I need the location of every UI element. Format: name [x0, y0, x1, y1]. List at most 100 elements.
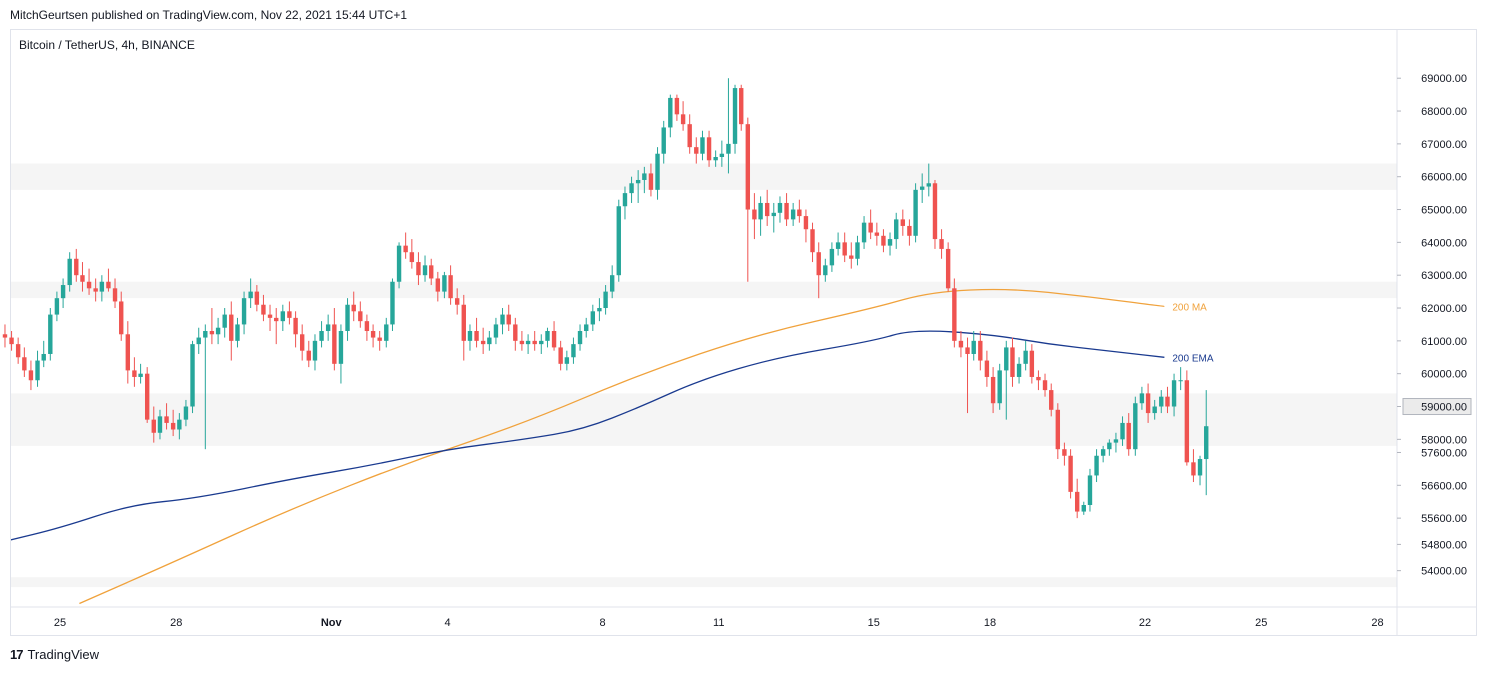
candle-body	[28, 370, 34, 381]
candle-body	[183, 406, 189, 420]
candle	[971, 331, 976, 361]
candle	[900, 209, 906, 236]
current-price-box	[1402, 398, 1472, 416]
candle	[461, 294, 466, 361]
candle	[907, 219, 912, 246]
candle	[74, 248, 79, 282]
candle	[1029, 344, 1035, 384]
candle	[190, 340, 195, 414]
candle-body	[1191, 462, 1196, 476]
candle-body	[868, 222, 873, 233]
candle	[1191, 449, 1196, 483]
candle	[293, 311, 298, 348]
candle	[1068, 449, 1073, 499]
candle-body	[254, 291, 260, 305]
candle	[493, 317, 499, 345]
y-tick-label: 56600.00	[1421, 480, 1467, 492]
candle	[1087, 468, 1093, 512]
indicator-line-200-ma	[79, 288, 1166, 605]
candle-body	[835, 242, 841, 249]
candle	[661, 120, 666, 164]
y-tick-label: 65000.00	[1421, 205, 1467, 217]
candle	[442, 271, 447, 299]
candle	[597, 298, 602, 322]
candle-body	[390, 281, 395, 325]
publisher-line: MitchGeurtsen published on TradingView.c…	[10, 8, 408, 22]
candle	[99, 275, 105, 302]
candle-body	[713, 157, 718, 161]
candle-body	[1204, 426, 1209, 460]
candle-body	[900, 219, 906, 226]
candle	[719, 140, 725, 167]
candle	[771, 202, 776, 233]
tradingview-logo-icon: 17	[10, 647, 24, 662]
candle	[1107, 439, 1112, 456]
candle-body	[1087, 475, 1093, 505]
candle-body	[571, 344, 576, 358]
candle	[261, 294, 266, 322]
candle-body	[545, 331, 550, 341]
candle-body	[1074, 491, 1080, 512]
indicator-label-200-ema: 200 EMA	[1172, 353, 1213, 364]
candle-body	[1107, 442, 1112, 450]
candle	[1152, 399, 1157, 420]
candle-body	[106, 281, 111, 289]
candle-body	[597, 308, 602, 312]
candle-body	[810, 229, 815, 253]
axes-layer: 54000.00 54800.00 55600.00 56600.00 57600.00…	[11, 30, 1477, 636]
candle-body	[978, 340, 983, 361]
candle-body	[777, 202, 783, 213]
candle-body	[1016, 363, 1022, 377]
symbol-title[interactable]: Bitcoin / TetherUS, 4h, BINANCE	[19, 38, 195, 52]
candle-body	[803, 216, 809, 230]
candle	[80, 262, 85, 292]
sr-zone-4	[11, 577, 1397, 588]
candle	[287, 301, 292, 325]
candle-body	[1081, 505, 1086, 512]
candle-body	[487, 337, 492, 345]
candle-body	[1145, 393, 1151, 414]
candle-body	[616, 206, 621, 276]
candle-body	[493, 324, 499, 338]
candle-body	[1094, 455, 1099, 476]
candle	[706, 130, 712, 167]
candle	[603, 285, 608, 315]
current-price-label: 59000.00	[1421, 402, 1467, 414]
candle-body	[170, 422, 176, 430]
x-tick-label: 22	[1139, 617, 1151, 629]
x-tick-label: Nov	[321, 617, 343, 629]
candle	[797, 199, 802, 223]
candle	[1100, 445, 1106, 463]
candle	[119, 291, 124, 341]
candle	[396, 242, 402, 289]
y-tick-label: 58000.00	[1421, 434, 1467, 446]
candle	[312, 334, 318, 371]
candle-body	[564, 357, 570, 364]
candle	[480, 327, 486, 354]
candle	[835, 232, 841, 256]
candle-body	[235, 324, 240, 341]
tradingview-footer[interactable]: 17 TradingView	[10, 647, 99, 662]
candle-body	[358, 311, 363, 322]
candle	[409, 239, 415, 269]
x-tick-label: 28	[1371, 617, 1383, 629]
candle	[842, 232, 847, 263]
candle-body	[1010, 347, 1015, 377]
candle-body	[513, 324, 518, 341]
y-tick-label: 54000.00	[1421, 566, 1467, 578]
candle-body	[293, 317, 298, 335]
candle-body	[849, 255, 854, 259]
candle-body	[54, 298, 60, 315]
candle	[990, 367, 996, 414]
candle	[784, 193, 789, 226]
candle	[668, 94, 673, 138]
candle	[164, 403, 169, 430]
candle-body	[532, 340, 537, 345]
candle	[978, 331, 983, 371]
candle	[345, 298, 350, 341]
y-tick-label: 69000.00	[1421, 73, 1467, 85]
candle	[881, 229, 886, 253]
candle-body	[648, 173, 654, 190]
candle-body	[261, 304, 266, 315]
